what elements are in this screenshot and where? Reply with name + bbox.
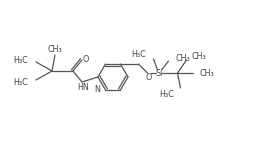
Text: H₃C: H₃C	[13, 56, 28, 65]
Text: CH₃: CH₃	[199, 69, 214, 78]
Text: H₃C: H₃C	[13, 78, 28, 86]
Text: N: N	[95, 86, 101, 95]
Text: CH₃: CH₃	[48, 45, 62, 54]
Text: H₃C: H₃C	[132, 50, 147, 58]
Text: CH₃: CH₃	[175, 54, 190, 63]
Text: HN: HN	[77, 82, 89, 91]
Text: CH₃: CH₃	[191, 52, 206, 60]
Text: Si: Si	[156, 69, 163, 78]
Text: O: O	[145, 73, 152, 82]
Text: H₃C: H₃C	[160, 90, 174, 99]
Text: O: O	[83, 54, 89, 63]
